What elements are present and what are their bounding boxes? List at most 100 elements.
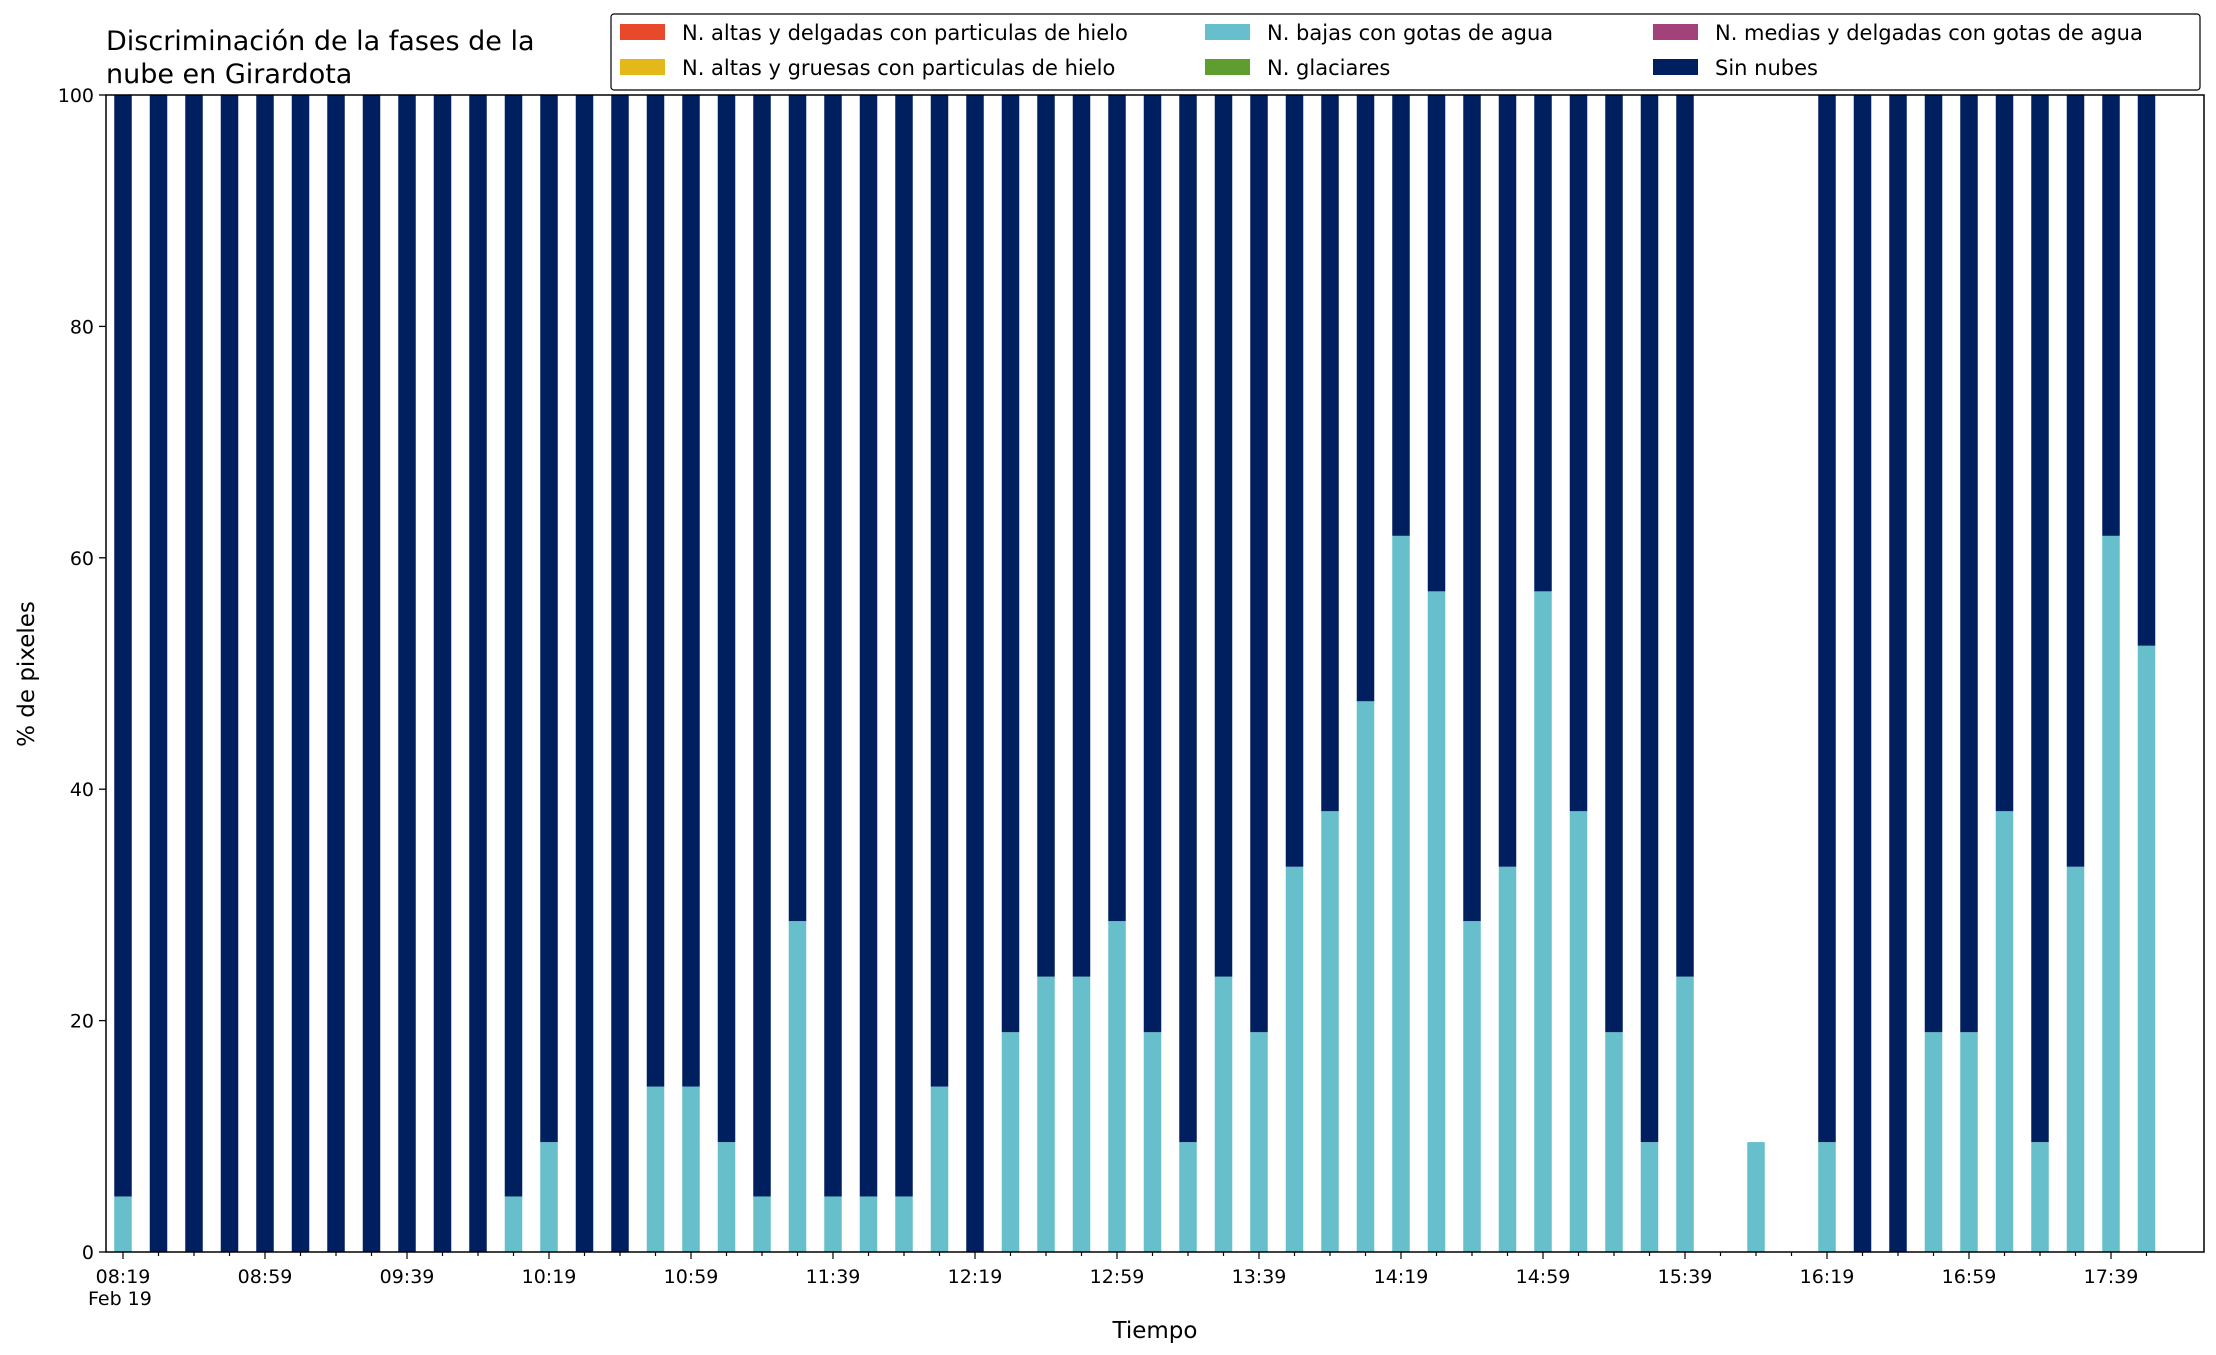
y-tick-label-80: 80 [70, 316, 94, 338]
legend-swatch-2 [1205, 24, 1250, 40]
legend-swatch-0 [620, 24, 665, 40]
x-tick-label-12:19: 12:19 [948, 1266, 1003, 1288]
x-tick-label-10:19: 10:19 [522, 1266, 577, 1288]
bar-segment-series-5-17:19 [2031, 95, 2049, 1143]
x-tick-label-15:39: 15:39 [1658, 1266, 1713, 1288]
legend: N. altas y delgadas con particulas de hi… [610, 13, 2201, 91]
bar-segment-series-5-14:59 [1534, 95, 1552, 592]
bar-segment-series-2-14:59 [1534, 591, 1552, 1252]
y-tick-label-100: 100 [58, 85, 94, 107]
x-tick-label-12:59: 12:59 [1090, 1266, 1145, 1288]
bar-segment-series-2-17:49 [2137, 645, 2156, 1252]
y-tick-label-20: 20 [70, 1011, 94, 1033]
bar-segment-series-5-08:49 [220, 95, 239, 1252]
legend-label-2: N. bajas con gotas de agua [1267, 21, 1553, 45]
bar-segment-series-5-15:39 [1676, 95, 1694, 977]
bar-segment-series-2-13:49 [1285, 866, 1304, 1252]
bar-segment-series-5-14:29 [1427, 95, 1446, 592]
y-axis-label: % de pixeles [14, 601, 40, 747]
bar-segment-series-2-10:49 [646, 1086, 665, 1252]
x-tick-label-08:59: 08:59 [238, 1266, 293, 1288]
bar-segment-series-2-14:49 [1498, 866, 1517, 1252]
chart-title-line-1: Discriminación de la fases de la [106, 26, 535, 57]
bar-segment-series-5-12:59 [1108, 95, 1126, 922]
bar-segment-series-5-11:09 [717, 95, 736, 1143]
x-tick-label-16:19: 16:19 [1800, 1266, 1855, 1288]
bar-segment-series-2-13:59 [1321, 811, 1339, 1252]
legend-label-5: Sin nubes [1715, 56, 1818, 80]
bar-segment-series-2-15:59 [1747, 1142, 1765, 1252]
legend-label-0: N. altas y delgadas con particulas de hi… [682, 21, 1128, 45]
bar-segment-series-5-16:49 [1924, 95, 1943, 1033]
bar-segment-series-2-11:39 [824, 1196, 842, 1252]
x-date-label: Feb 19 [88, 1288, 152, 1310]
bar-segment-series-5-12:39 [1037, 95, 1055, 977]
x-tick-label-09:39: 09:39 [380, 1266, 435, 1288]
bar-segment-series-2-10:19 [540, 1142, 558, 1252]
bar-segment-series-2-15:19 [1605, 1032, 1623, 1252]
bar-segment-series-5-11:19 [753, 95, 771, 1197]
bar-segment-series-5-17:39 [2102, 95, 2120, 536]
bar-segment-series-5-08:39 [185, 95, 203, 1252]
bar-segment-series-2-12:59 [1108, 921, 1126, 1252]
bar-segment-series-2-13:19 [1179, 1142, 1197, 1252]
bar-segment-series-5-10:09 [504, 95, 523, 1197]
legend-swatch-4 [1653, 24, 1698, 40]
legend-swatch-3 [1205, 59, 1250, 75]
bar-segment-series-2-17:39 [2102, 535, 2120, 1252]
bar-segment-series-5-13:39 [1250, 95, 1268, 1033]
bar-segment-series-5-10:59 [682, 95, 700, 1087]
bar-segment-series-5-10:19 [540, 95, 558, 1143]
bar-segment-series-5-17:09 [1995, 95, 2014, 812]
x-axis-label: Tiempo [1112, 1318, 1198, 1344]
legend-swatch-5 [1653, 59, 1698, 75]
bar-segment-series-2-11:59 [895, 1196, 913, 1252]
bar-segment-series-2-13:29 [1214, 976, 1233, 1252]
bar-segment-series-5-12:49 [1072, 95, 1091, 977]
bar-segment-series-2-14:19 [1392, 535, 1410, 1252]
bar-segment-series-5-11:59 [895, 95, 913, 1197]
bar-segment-series-2-11:19 [753, 1196, 771, 1252]
bar-segment-series-5-08:59 [256, 95, 274, 1252]
y-tick-label-60: 60 [70, 548, 94, 570]
bar-segment-series-5-15:19 [1605, 95, 1623, 1033]
bar-segment-series-5-13:19 [1179, 95, 1197, 1143]
bar-segment-series-5-14:19 [1392, 95, 1410, 536]
bar-segment-series-5-16:29 [1853, 95, 1872, 1252]
x-tick-label-10:59: 10:59 [664, 1266, 719, 1288]
bar-segment-series-5-09:49 [433, 95, 452, 1252]
bar-segment-series-2-13:39 [1250, 1032, 1268, 1252]
bar-segment-series-5-08:19 [114, 95, 132, 1197]
bar-segment-series-2-12:09 [930, 1086, 949, 1252]
bar-segment-series-2-14:39 [1463, 921, 1481, 1252]
x-axis-ticks: 08:19 08:59 09:39 10:19 10:59 11:39 12:19 12:59… [96, 1252, 2148, 1288]
bar-segment-series-5-10:29 [575, 95, 594, 1252]
bar-segment-series-2-12:39 [1037, 976, 1055, 1252]
x-tick-label-16:59: 16:59 [1942, 1266, 1997, 1288]
bar-segment-series-2-17:29 [2066, 866, 2085, 1252]
x-tick-label-14:19: 14:19 [1374, 1266, 1429, 1288]
legend-box [610, 13, 2201, 91]
y-tick-label-0: 0 [82, 1242, 94, 1264]
bar-segment-series-5-13:29 [1214, 95, 1233, 977]
bar-segment-series-2-15:29 [1640, 1142, 1659, 1252]
bar-segment-series-2-16:49 [1924, 1032, 1943, 1252]
bar-segment-series-5-11:39 [824, 95, 842, 1197]
bar-segment-series-5-09:19 [327, 95, 345, 1252]
bar-segment-series-2-14:09 [1356, 701, 1375, 1252]
x-tick-label-13:39: 13:39 [1232, 1266, 1287, 1288]
bar-segment-series-5-13:49 [1285, 95, 1304, 867]
legend-label-3: N. glaciares [1267, 56, 1390, 80]
bar-segment-series-5-14:09 [1356, 95, 1375, 702]
bar-segment-series-5-09:29 [362, 95, 381, 1252]
bar-segment-series-5-09:39 [398, 95, 416, 1252]
y-tick-label-40: 40 [70, 779, 94, 801]
x-tick-label-14:59: 14:59 [1516, 1266, 1571, 1288]
bar-segment-series-5-09:59 [469, 95, 487, 1252]
bar-segment-series-5-14:39 [1463, 95, 1481, 922]
bar-segment-series-5-12:09 [930, 95, 949, 1087]
chart-title-line-2: nube en Girardota [106, 59, 352, 90]
bar-segment-series-5-10:39 [611, 95, 629, 1252]
bar-segment-series-2-10:59 [682, 1086, 700, 1252]
